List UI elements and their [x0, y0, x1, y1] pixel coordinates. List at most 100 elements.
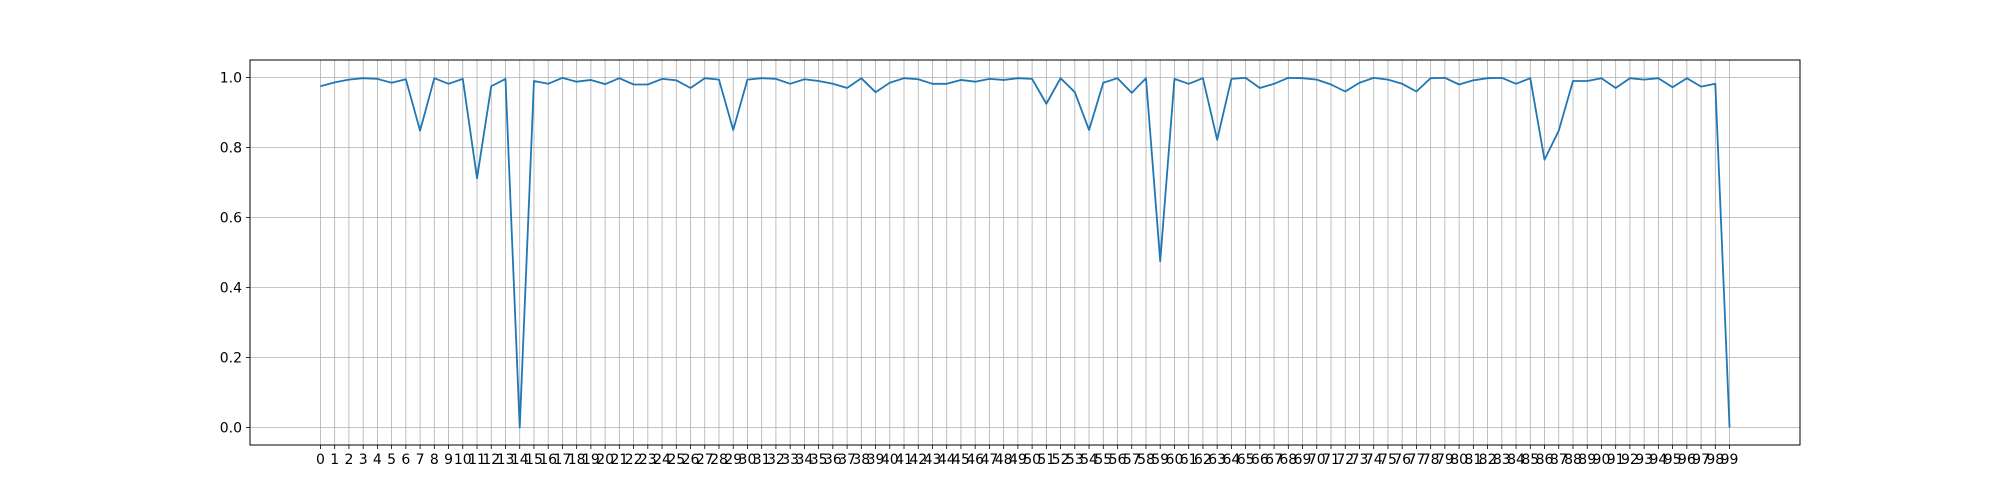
x-tick-label: 51: [1037, 452, 1055, 468]
x-tick-label: 36: [824, 452, 842, 468]
x-tick-label: 63: [1208, 452, 1226, 468]
x-tick-label: 61: [1180, 452, 1198, 468]
x-tick-label: 44: [938, 452, 956, 468]
x-tick-label: 98: [1706, 452, 1724, 468]
x-tick-label: 76: [1393, 452, 1411, 468]
x-tick-label: 12: [482, 452, 500, 468]
x-tick-label: 83: [1493, 452, 1511, 468]
x-tick-label: 80: [1450, 452, 1468, 468]
y-axis: 0.0 0.2 0.4 0.6 0.8 1.0: [220, 71, 250, 437]
x-tick-label: 33: [781, 452, 799, 468]
x-tick-label: 73: [1351, 452, 1369, 468]
x-tick-label: 30: [739, 452, 757, 468]
x-tick-label: 37: [838, 452, 856, 468]
x-tick-label: 99: [1721, 452, 1739, 468]
y-tick-label: 0.4: [220, 281, 242, 297]
x-tick-label: 16: [539, 452, 557, 468]
x-tick-label: 19: [582, 452, 600, 468]
series-layer: [320, 76, 1731, 429]
x-tick-label: 56: [1109, 452, 1127, 468]
x-tick-label: 0: [316, 452, 325, 468]
x-tick-label: 69: [1294, 452, 1312, 468]
x-tick-label: 87: [1550, 452, 1568, 468]
y-tick-label: 0.6: [220, 211, 242, 227]
x-tick-label: 77: [1408, 452, 1426, 468]
x-tick-label: 52: [1052, 452, 1070, 468]
x-tick-label: 55: [1094, 452, 1112, 468]
x-tick-label: 57: [1123, 452, 1141, 468]
x-tick-label: 74: [1365, 452, 1383, 468]
x-tick-label: 95: [1664, 452, 1682, 468]
x-tick-label: 71: [1322, 452, 1340, 468]
x-tick-label: 88: [1564, 452, 1582, 468]
x-tick-label: 62: [1194, 452, 1212, 468]
x-tick-label: 75: [1379, 452, 1397, 468]
x-tick-label: 42: [909, 452, 927, 468]
y-tick-label: 0.0: [220, 421, 242, 437]
x-tick-label: 9: [444, 452, 453, 468]
x-tick-label: 26: [682, 452, 700, 468]
x-tick-label: 29: [724, 452, 742, 468]
x-tick-label: 94: [1649, 452, 1667, 468]
x-tick-label: 92: [1621, 452, 1639, 468]
x-tick-label: 50: [1023, 452, 1041, 468]
x-tick-label: 6: [401, 452, 410, 468]
x-tick-label: 41: [895, 452, 913, 468]
x-tick-label: 8: [430, 452, 439, 468]
x-tick-label: 15: [525, 452, 543, 468]
plot-frame: [249, 59, 1801, 446]
x-tick-label: 53: [1066, 452, 1084, 468]
x-tick-label: 68: [1279, 452, 1297, 468]
x-tick-label: 81: [1464, 452, 1482, 468]
x-tick-label: 23: [639, 452, 657, 468]
x-tick-label: 45: [952, 452, 970, 468]
x-tick-label: 22: [625, 452, 643, 468]
x-tick-label: 25: [667, 452, 685, 468]
x-tick-label: 4: [373, 452, 382, 468]
x-tick-label: 65: [1237, 452, 1255, 468]
x-tick-label: 5: [387, 452, 396, 468]
x-tick-label: 90: [1593, 452, 1611, 468]
y-tick-label: 0.8: [220, 141, 242, 157]
x-tick-label: 97: [1692, 452, 1710, 468]
x-tick-label: 78: [1422, 452, 1440, 468]
x-tick-label: 85: [1521, 452, 1539, 468]
x-tick-label: 35: [810, 452, 828, 468]
x-tick-label: 40: [881, 452, 899, 468]
x-tick-label: 31: [753, 452, 771, 468]
x-tick-label: 58: [1137, 452, 1155, 468]
x-tick-label: 54: [1080, 452, 1098, 468]
y-tick-label: 1.0: [220, 71, 242, 87]
x-tick-label: 96: [1678, 452, 1696, 468]
x-tick-label: 82: [1479, 452, 1497, 468]
x-tick-label: 10: [454, 452, 472, 468]
x-tick-label: 32: [767, 452, 785, 468]
x-tick-label: 49: [1009, 452, 1027, 468]
x-tick-label: 20: [596, 452, 614, 468]
grid: [250, 60, 1800, 445]
x-tick-label: 3: [359, 452, 368, 468]
x-tick-label: 13: [497, 452, 515, 468]
x-tick-label: 48: [995, 452, 1013, 468]
x-tick-label: 39: [867, 452, 885, 468]
x-tick-label: 27: [696, 452, 714, 468]
x-tick-label: 24: [653, 452, 671, 468]
x-tick-label: 17: [554, 452, 572, 468]
x-tick-label: 64: [1222, 452, 1240, 468]
x-axis: 0 1 2 3 4 5 6 7 8 9 101112131415161718192021222324…: [316, 445, 1738, 468]
x-tick-label: 60: [1166, 452, 1184, 468]
x-tick-label: 2: [344, 452, 353, 468]
x-tick-label: 11: [468, 452, 486, 468]
x-tick-label: 72: [1336, 452, 1354, 468]
x-tick-label: 7: [416, 452, 425, 468]
x-tick-label: 14: [511, 452, 529, 468]
x-tick-label: 43: [924, 452, 942, 468]
x-tick-label: 38: [852, 452, 870, 468]
x-tick-label: 59: [1151, 452, 1169, 468]
x-tick-label: 86: [1536, 452, 1554, 468]
x-tick-label: 67: [1265, 452, 1283, 468]
y-tick-label: 0.2: [220, 351, 242, 367]
x-tick-label: 89: [1578, 452, 1596, 468]
